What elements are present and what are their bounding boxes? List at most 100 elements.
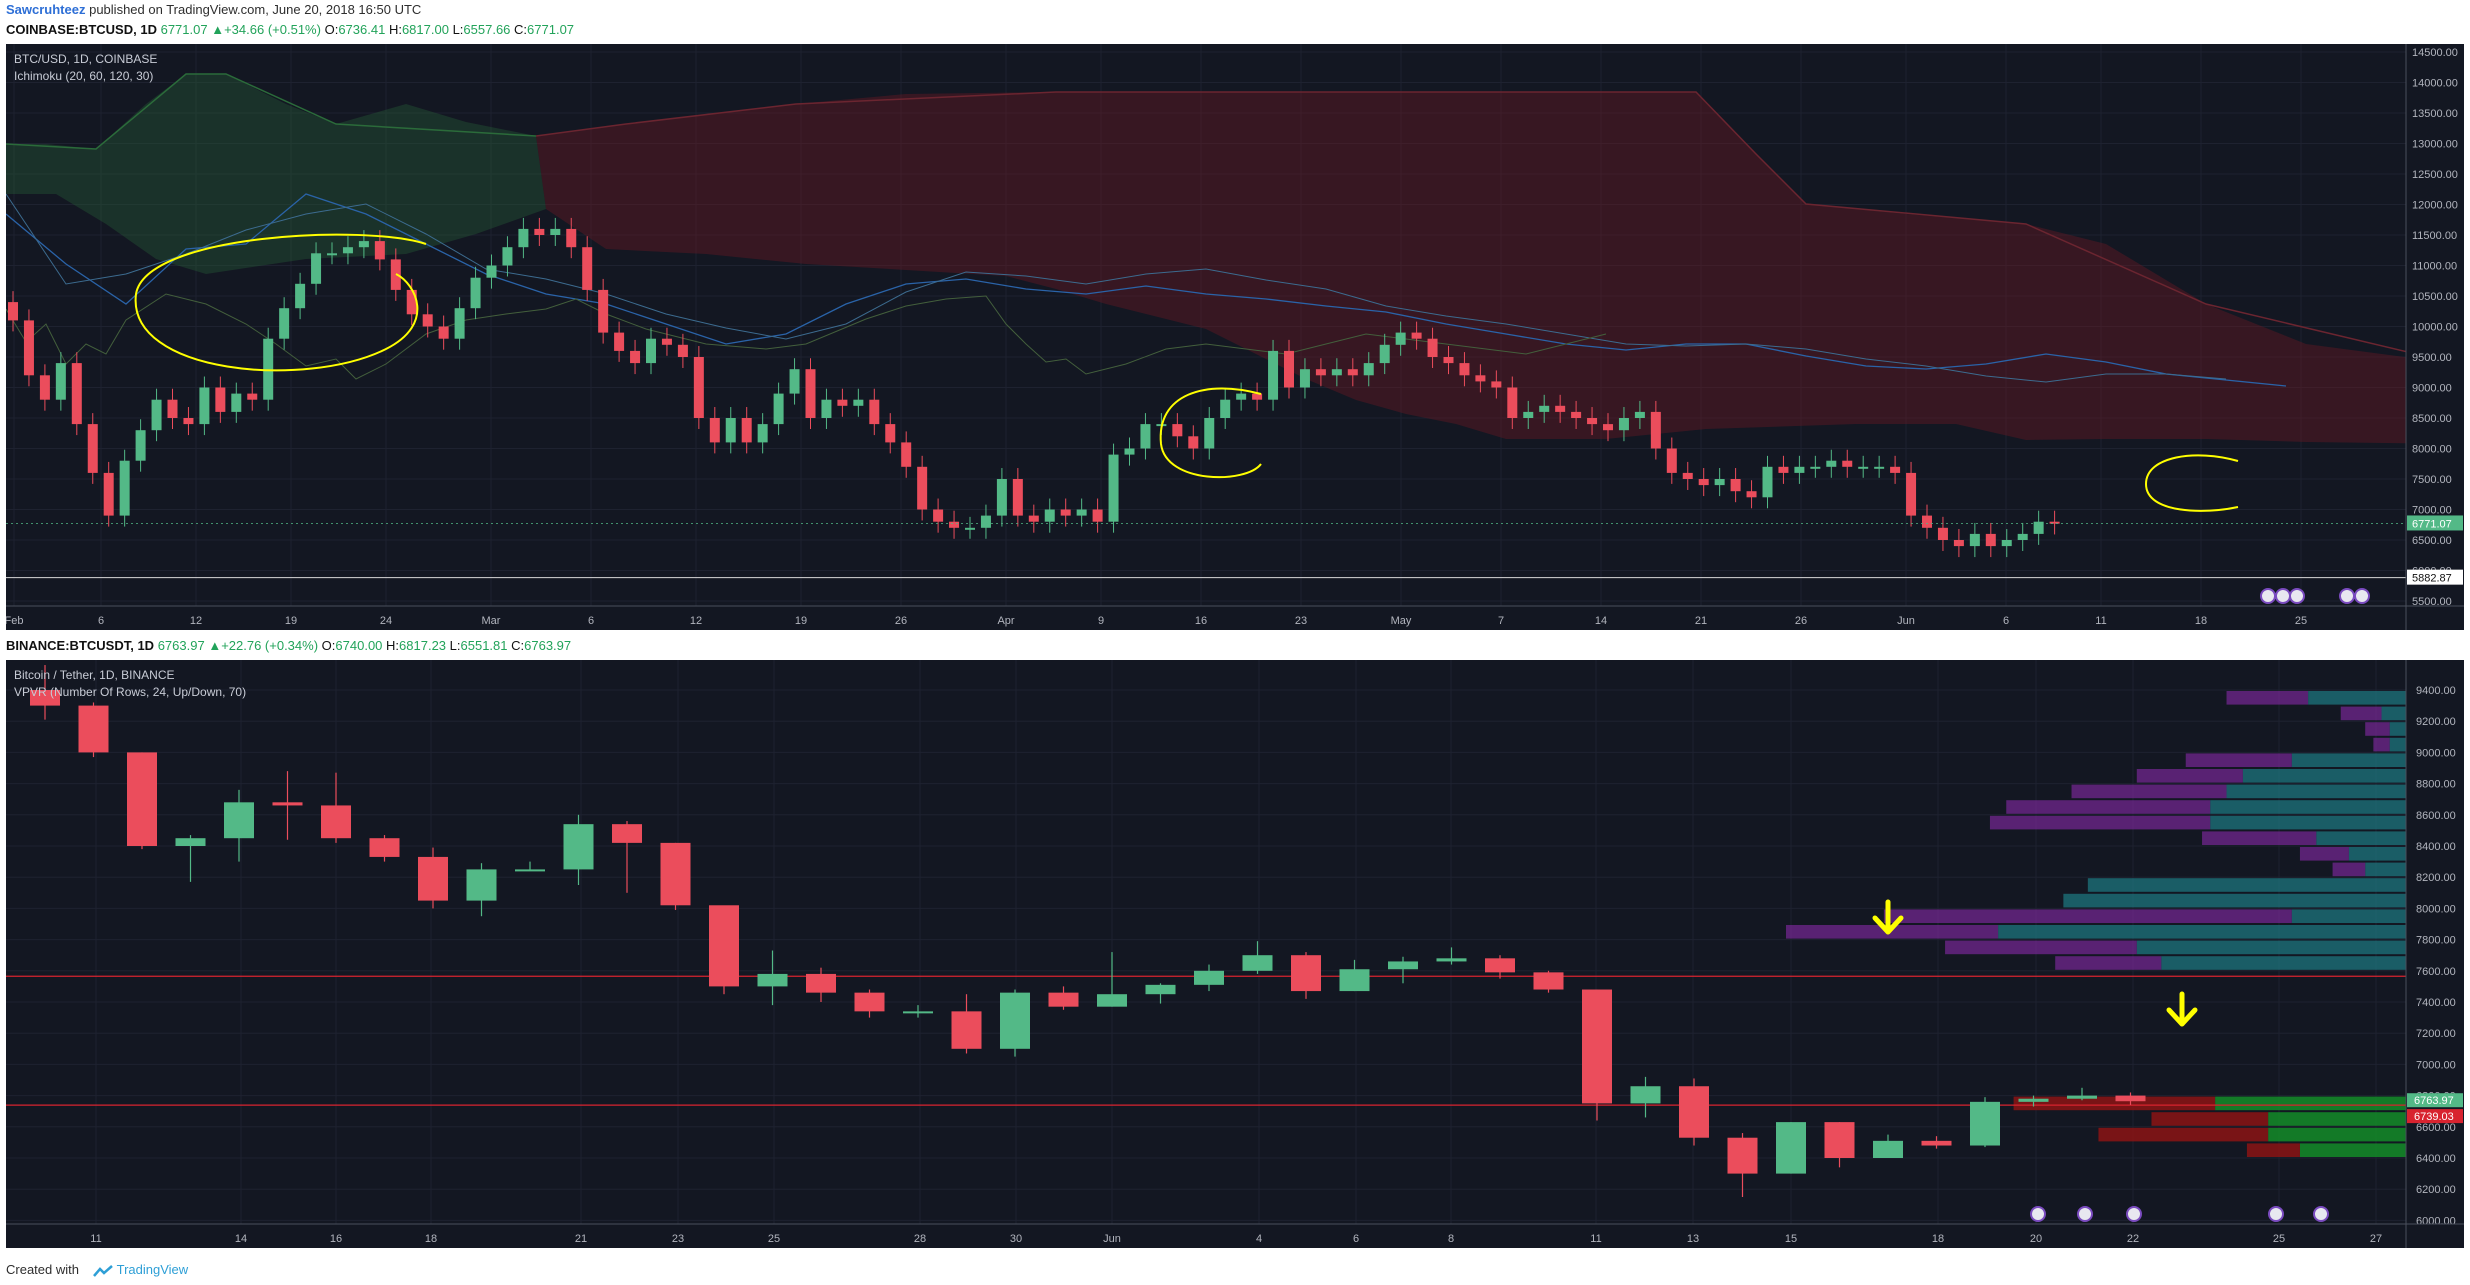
chart1-candle <box>454 308 465 339</box>
chart1-time-tick: Jun <box>1897 615 1915 627</box>
chart2-candle <box>2067 1095 2097 1099</box>
chart2-price-tick: 7000.00 <box>2416 1059 2456 1071</box>
chart1-candle <box>311 253 322 284</box>
chart1-title: BTC/USD, 1D, COINBASE <box>14 52 158 66</box>
chart1-candle <box>869 399 880 425</box>
chart2-candle <box>2115 1095 2146 1102</box>
chart2-indicator[interactable]: VPVR (Number Of Rows, 24, Up/Down, 70) <box>14 685 247 699</box>
vpvr-up-bar <box>2242 769 2406 783</box>
chart1-time-tick: 24 <box>380 615 392 627</box>
vpvr-up-bar <box>2348 847 2406 861</box>
vpvr-down-bar <box>1786 925 1999 939</box>
chart1-price-tick: 5500.00 <box>2412 596 2452 608</box>
chart1-candle <box>342 247 353 254</box>
bottom-symbol-name: BINANCE:BTCUSDT, 1D <box>6 638 155 653</box>
chart1-candle <box>550 228 561 235</box>
chart1-candle <box>247 393 258 400</box>
chart1-candle <box>1842 460 1853 467</box>
chart2-candle <box>418 856 448 901</box>
chart1-annotation-circle <box>134 233 427 372</box>
vpvr-down-bar <box>2013 1096 2216 1111</box>
vpvr-up-bar <box>2210 815 2406 830</box>
chart2-time-tick: 6 <box>1353 1233 1359 1245</box>
vpvr-up-bar <box>2389 722 2406 736</box>
chart1-candle <box>2001 540 2012 547</box>
chart2-price-tick: 6200.00 <box>2416 1184 2456 1196</box>
bottom-symbol-bar: BINANCE:BTCUSDT, 1D 6763.97 ▲+22.76 (+0.… <box>6 638 571 653</box>
chart1-time-tick: 26 <box>1795 615 1807 627</box>
author-link[interactable]: Sawcruhteez <box>6 2 86 17</box>
chart1-candle <box>1411 332 1422 339</box>
chart1-candle <box>677 344 688 357</box>
top-high-label: H: <box>388 22 402 37</box>
chart1-candle <box>1539 405 1550 412</box>
chart1-price-tick: 9500.00 <box>2412 352 2452 364</box>
chart1-candle <box>1028 515 1039 522</box>
chart1-candle <box>901 442 912 467</box>
chart1-candle <box>582 247 593 290</box>
chart1-candle <box>1252 393 1263 400</box>
chart1-time-tick: Apr <box>997 615 1014 627</box>
chart1-candle <box>1969 533 1980 547</box>
chart2-candle <box>1679 1086 1709 1138</box>
chart1-candle <box>470 277 481 309</box>
chart1-candle <box>1299 369 1310 388</box>
chart2-candle <box>1291 955 1321 992</box>
chart1-candle <box>1603 424 1613 431</box>
chart1-candle <box>183 418 194 425</box>
chart1-time-tick: 14 <box>1595 615 1607 627</box>
chart1-tenkan-line <box>6 193 2227 383</box>
chart1-canvas[interactable]: 14500.00 14000.00 13500.00 13000.00 12500.00… <box>6 44 2464 630</box>
chart1-time-tick: 19 <box>795 615 807 627</box>
chart1-candle <box>1985 533 1996 547</box>
chart1-candle <box>661 338 672 345</box>
vpvr-up-bar <box>2210 800 2406 814</box>
chart1-candle <box>55 363 66 400</box>
chart2-time-tick: 27 <box>2370 1233 2382 1245</box>
chart1-candle <box>917 466 928 510</box>
chart1-candle <box>151 399 162 431</box>
chart2-candle <box>1097 994 1127 1007</box>
chart1-candle <box>8 302 18 321</box>
chart2-price-tick: 6600.00 <box>2416 1122 2456 1134</box>
chart1-candle <box>1714 479 1725 486</box>
chart1-hline-badge <box>2407 569 2463 585</box>
chart2-time-tick: 25 <box>768 1233 780 1245</box>
chart1-candle <box>374 241 385 260</box>
chart1-candle <box>598 289 609 333</box>
chart1-time-tick: 12 <box>190 615 202 627</box>
chart1-price-tick: 13500.00 <box>2412 108 2458 120</box>
chart2-price-tick: 6400.00 <box>2416 1153 2456 1165</box>
chart1-candle <box>837 399 848 406</box>
chart1-annotation-circle <box>1159 387 1262 479</box>
chart1-annotation-circle <box>2144 454 2239 512</box>
vpvr-up-bar <box>2299 1143 2406 1157</box>
publish-info: published on TradingView.com, June 20, 2… <box>85 2 422 17</box>
chart1-candle <box>1268 350 1279 400</box>
chart1-candle <box>1443 357 1454 364</box>
top-last-price: 6771.07 <box>160 22 208 37</box>
chart1-candle <box>2033 521 2044 534</box>
btcusd-ichimoku-chart[interactable]: 14500.00 14000.00 13500.00 13000.00 12500.00… <box>6 44 2464 630</box>
chart1-candle <box>71 363 82 425</box>
chart2-time-tick: 4 <box>1256 1233 1262 1245</box>
chart2-candle <box>903 1011 933 1014</box>
tradingview-link[interactable]: TradingView <box>116 1262 189 1277</box>
chart1-indicator[interactable]: Ichimoku (20, 60, 120, 30) <box>14 69 154 83</box>
chart2-candle <box>1582 989 1612 1104</box>
chart1-candle <box>773 393 784 425</box>
chart1-candle <box>1650 411 1661 449</box>
vpvr-up-bar <box>2365 862 2406 877</box>
chart2-canvas[interactable]: 9400.00 9200.00 9000.00 8800.00 8600.00 8400.… <box>6 660 2464 1248</box>
chart1-candle <box>1395 332 1406 345</box>
vpvr-up-bar <box>2087 878 2406 892</box>
chart2-candle <box>854 992 885 1012</box>
chart2-candle <box>1242 955 1273 971</box>
btcusdt-vpvr-chart[interactable]: 9400.00 9200.00 9000.00 8800.00 8600.00 8400.… <box>6 660 2464 1248</box>
chart2-candle <box>1727 1137 1758 1174</box>
chart2-candle <box>175 838 206 846</box>
chart1-candle <box>1555 405 1566 412</box>
chart1-price-tick: 10500.00 <box>2412 291 2458 303</box>
flag-badge-icon <box>2268 1206 2284 1222</box>
chart1-candle <box>327 253 337 256</box>
